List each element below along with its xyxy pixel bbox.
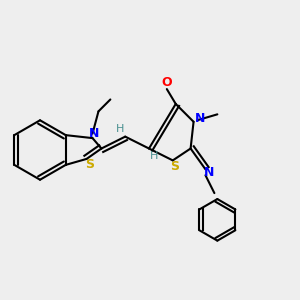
Text: S: S [170,160,179,173]
Text: H: H [116,124,124,134]
Text: N: N [204,166,214,179]
Text: H: H [150,151,158,161]
Text: S: S [85,158,94,171]
Text: N: N [89,127,99,140]
Text: O: O [161,76,172,89]
Text: N: N [195,112,205,125]
